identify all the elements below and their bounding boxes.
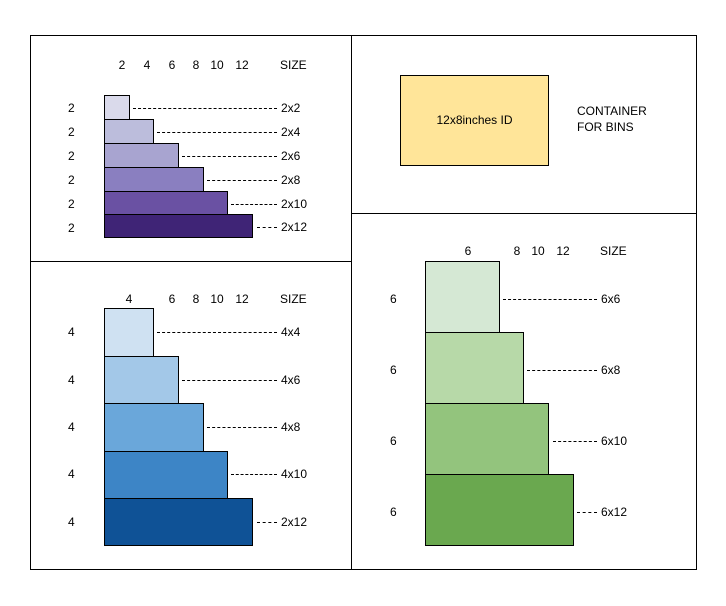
- container-box: [400, 75, 549, 166]
- container-caption: FOR BINS: [577, 120, 634, 134]
- leader-line: [553, 441, 597, 442]
- bin-height-label: 6: [390, 434, 397, 448]
- bin-size-label: 4x4: [281, 325, 301, 339]
- bin-6x10: [425, 403, 549, 475]
- leader-line: [133, 108, 277, 109]
- bin-4x12: [104, 498, 253, 546]
- bin-height-label: 2: [68, 197, 75, 211]
- bin-size-label: 4x10: [281, 467, 308, 481]
- size-header: SIZE: [600, 244, 627, 258]
- bin-size-label: 6x6: [601, 292, 621, 306]
- bin-height-label: 2: [68, 221, 75, 235]
- bin-4x4: [104, 308, 154, 357]
- leader-line: [157, 332, 277, 333]
- bin-6x6: [425, 261, 500, 333]
- tick-label: 12: [556, 244, 570, 258]
- leader-line: [207, 427, 277, 428]
- bin-size-label: 2x6: [281, 149, 301, 163]
- size-header: SIZE: [280, 292, 307, 306]
- leader-line: [182, 156, 277, 157]
- bin-6x8: [425, 332, 524, 404]
- bin-size-label: 6x12: [601, 505, 628, 519]
- leader-line: [257, 227, 277, 228]
- bin-size-label: 2x4: [281, 125, 301, 139]
- bin-2x12: [104, 214, 253, 238]
- tick-label: 2: [118, 58, 126, 72]
- bin-6x12: [425, 474, 574, 546]
- bin-height-label: 6: [390, 363, 397, 377]
- tick-label: 10: [531, 244, 545, 258]
- leader-line: [157, 132, 277, 133]
- tick-label: 10: [210, 58, 224, 72]
- tick-label: 12: [235, 58, 249, 72]
- bin-height-label: 2: [68, 101, 75, 115]
- bin-height-label: 4: [68, 420, 75, 434]
- leader-line: [503, 299, 597, 300]
- bin-size-label: 4x8: [281, 420, 301, 434]
- bin-4x10: [104, 451, 228, 499]
- bin-size-label: 2x10: [281, 197, 308, 211]
- bin-height-label: 4: [68, 467, 75, 481]
- bin-size-label: 2x12: [281, 220, 308, 234]
- bin-size-label: 2x8: [281, 173, 301, 187]
- bin-height-label: 2: [68, 149, 75, 163]
- leader-line: [231, 204, 277, 205]
- bin-2x2: [104, 95, 130, 120]
- size-header: SIZE: [280, 58, 307, 72]
- bin-4x6: [104, 356, 179, 404]
- tick-label: 8: [513, 244, 521, 258]
- bin-height-label: 4: [68, 515, 75, 529]
- leader-line: [257, 522, 277, 523]
- leader-line: [231, 474, 277, 475]
- tick-label: 6: [168, 292, 176, 306]
- panel-6-inch-bins: [351, 213, 697, 570]
- bin-size-label: 4x6: [281, 373, 301, 387]
- tick-label: 6: [168, 58, 176, 72]
- tick-label: 6: [464, 244, 472, 258]
- bin-4x8: [104, 403, 204, 452]
- tick-label: 4: [125, 292, 133, 306]
- bin-2x4: [104, 119, 154, 144]
- leader-line: [207, 180, 277, 181]
- bin-height-label: 4: [68, 373, 75, 387]
- bin-height-label: 4: [68, 325, 75, 339]
- bin-2x10: [104, 191, 228, 216]
- tick-label: 12: [235, 292, 249, 306]
- leader-line: [577, 512, 597, 513]
- bin-2x8: [104, 167, 204, 192]
- bin-height-label: 2: [68, 173, 75, 187]
- bin-2x6: [104, 143, 179, 168]
- bin-height-label: 2: [68, 125, 75, 139]
- container-caption: CONTAINER: [577, 104, 647, 118]
- bin-size-label: 6x10: [601, 434, 628, 448]
- bin-height-label: 6: [390, 292, 397, 306]
- tick-label: 4: [143, 58, 151, 72]
- bin-height-label: 6: [390, 505, 397, 519]
- leader-line: [527, 370, 597, 371]
- bin-size-label: 6x8: [601, 363, 621, 377]
- container-box-label: 12x8inches ID: [436, 113, 513, 127]
- tick-label: 8: [192, 58, 200, 72]
- bin-size-label: 2x2: [281, 101, 301, 115]
- bin-size-label: 2x12: [281, 515, 308, 529]
- tick-label: 10: [210, 292, 224, 306]
- leader-line: [182, 380, 277, 381]
- tick-label: 8: [192, 292, 200, 306]
